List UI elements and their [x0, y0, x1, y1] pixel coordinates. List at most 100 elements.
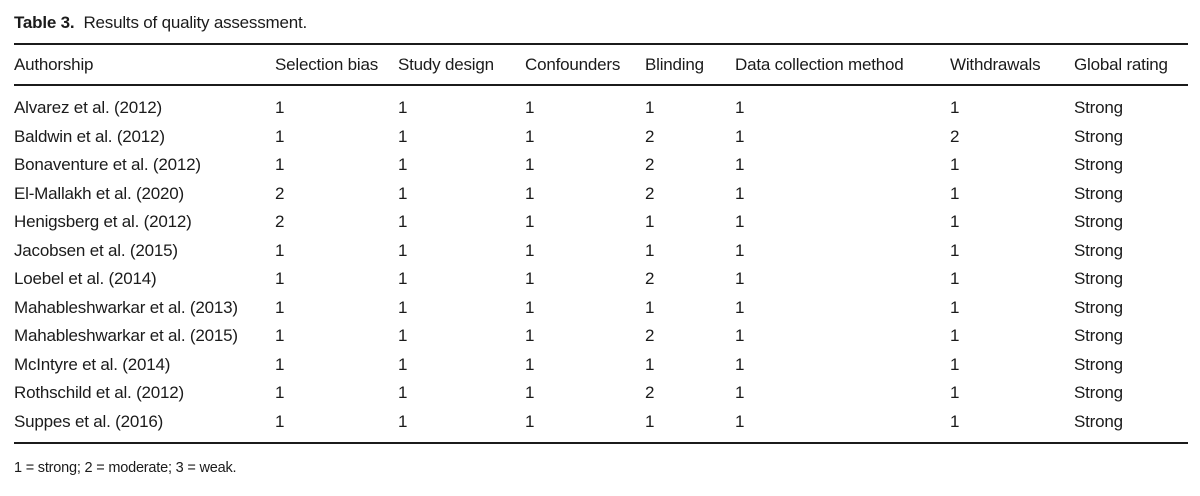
- column-header-authorship: Authorship: [14, 44, 275, 86]
- table-caption: Table 3. Results of quality assessment.: [14, 12, 1188, 43]
- authorship-cell: McIntyre et al. (2014): [14, 354, 171, 374]
- blinding-cell: 1: [645, 212, 655, 231]
- column-header-confounders: Confounders: [525, 44, 645, 86]
- table-row: Alvarez et al. (2012) 1 1 1 1 1 1 Strong: [14, 85, 1188, 123]
- selection-bias-cell: 2: [275, 183, 285, 203]
- data-collection-cell: 1: [735, 240, 745, 260]
- global-rating-cell: Strong: [1074, 126, 1123, 146]
- confounders-cell: 1: [525, 98, 535, 117]
- authorship-cell: Mahableshwarkar et al. (2015): [14, 326, 238, 345]
- authorship-cell: Henigsberg et al. (2012): [14, 212, 192, 231]
- confounders-cell: 1: [525, 240, 535, 260]
- table-caption-text: Results of quality assessment.: [83, 13, 308, 32]
- blinding-cell: 2: [645, 155, 655, 174]
- withdrawals-cell: 1: [950, 212, 960, 231]
- selection-bias-cell: 1: [275, 240, 285, 260]
- global-rating-cell: Strong: [1074, 240, 1123, 260]
- blinding-cell: 2: [645, 326, 655, 345]
- blinding-cell: 2: [645, 269, 655, 288]
- study-design-cell: 1: [398, 126, 408, 146]
- table-header: Authorship Selection bias Study design C…: [14, 44, 1188, 86]
- authorship-cell: Alvarez et al. (2012): [14, 98, 162, 117]
- confounders-cell: 1: [525, 212, 535, 231]
- blinding-cell: 1: [645, 240, 655, 260]
- table-caption-number: Table 3.: [14, 13, 75, 32]
- data-collection-cell: 1: [735, 269, 745, 288]
- blinding-cell: 2: [645, 183, 655, 203]
- study-design-cell: 1: [398, 240, 408, 260]
- authorship-cell: Bonaventure et al. (2012): [14, 155, 201, 174]
- withdrawals-cell: 1: [950, 383, 960, 402]
- confounders-cell: 1: [525, 383, 535, 402]
- data-collection-cell: 1: [735, 98, 745, 117]
- authorship-cell: El-Mallakh et al. (2020): [14, 183, 184, 203]
- confounders-cell: 1: [525, 354, 535, 374]
- withdrawals-cell: 1: [950, 240, 960, 260]
- table-row: Suppes et al. (2016) 1 1 1 1 1 1 Strong: [14, 408, 1188, 444]
- column-header-study-design: Study design: [398, 44, 525, 86]
- selection-bias-cell: 1: [275, 411, 285, 431]
- column-header-global-rating: Global rating: [1074, 44, 1188, 86]
- blinding-cell: 2: [645, 383, 655, 402]
- column-header-withdrawals: Withdrawals: [950, 44, 1074, 86]
- selection-bias-cell: 1: [275, 126, 285, 146]
- authorship-cell: Loebel et al. (2014): [14, 269, 157, 288]
- confounders-cell: 1: [525, 297, 535, 317]
- global-rating-cell: Strong: [1074, 269, 1123, 288]
- table-row: Bonaventure et al. (2012) 1 1 1 2 1 1 Strong: [14, 151, 1188, 180]
- withdrawals-cell: 1: [950, 411, 960, 431]
- authorship-cell: Baldwin et al. (2012): [14, 126, 165, 146]
- table-row: Mahableshwarkar et al. (2015) 1 1 1 2 1 1 Stron…: [14, 322, 1188, 351]
- withdrawals-cell: 2: [950, 126, 960, 146]
- study-design-cell: 1: [398, 212, 408, 231]
- table-row: Henigsberg et al. (2012) 2 1 1 1 1 1 Strong: [14, 208, 1188, 237]
- data-collection-cell: 1: [735, 183, 745, 203]
- quality-assessment-table: Authorship Selection bias Study design C…: [14, 43, 1188, 444]
- table-header-row: Authorship Selection bias Study design C…: [14, 44, 1188, 86]
- global-rating-cell: Strong: [1074, 155, 1123, 174]
- global-rating-cell: Strong: [1074, 326, 1123, 345]
- global-rating-cell: Strong: [1074, 212, 1123, 231]
- blinding-cell: 1: [645, 411, 655, 431]
- column-header-data-collection-method: Data collection method: [735, 44, 950, 86]
- global-rating-cell: Strong: [1074, 354, 1123, 374]
- table-row: Loebel et al. (2014) 1 1 1 2 1 1 Strong: [14, 265, 1188, 294]
- global-rating-cell: Strong: [1074, 98, 1123, 117]
- withdrawals-cell: 1: [950, 269, 960, 288]
- table-row: Jacobsen et al. (2015) 1 1 1 1 1 1 Strong: [14, 237, 1188, 266]
- data-collection-cell: 1: [735, 126, 745, 146]
- confounders-cell: 1: [525, 126, 535, 146]
- study-design-cell: 1: [398, 354, 408, 374]
- confounders-cell: 1: [525, 411, 535, 431]
- confounders-cell: 1: [525, 269, 535, 288]
- data-collection-cell: 1: [735, 326, 745, 345]
- withdrawals-cell: 1: [950, 98, 960, 117]
- authorship-cell: Rothschild et al. (2012): [14, 383, 185, 402]
- study-design-cell: 1: [398, 98, 408, 117]
- blinding-cell: 1: [645, 98, 655, 117]
- withdrawals-cell: 1: [950, 297, 960, 317]
- table-footnote: 1 = strong; 2 = moderate; 3 = weak.: [14, 460, 237, 476]
- study-design-cell: 1: [398, 383, 408, 402]
- study-design-cell: 1: [398, 297, 408, 317]
- selection-bias-cell: 1: [275, 354, 285, 374]
- withdrawals-cell: 1: [950, 326, 960, 345]
- authorship-cell: Suppes et al. (2016): [14, 411, 164, 431]
- study-design-cell: 1: [398, 155, 408, 174]
- data-collection-cell: 1: [735, 155, 745, 174]
- study-design-cell: 1: [398, 326, 408, 345]
- withdrawals-cell: 1: [950, 354, 960, 374]
- selection-bias-cell: 1: [275, 326, 285, 345]
- withdrawals-cell: 1: [950, 183, 960, 203]
- data-collection-cell: 1: [735, 383, 745, 402]
- study-design-cell: 1: [398, 183, 408, 203]
- data-collection-cell: 1: [735, 212, 745, 231]
- global-rating-cell: Strong: [1074, 383, 1123, 402]
- table-body: Alvarez et al. (2012) 1 1 1 1 1 1 Strong Baldwin…: [14, 85, 1188, 443]
- table-row: El-Mallakh et al. (2020) 2 1 1 2 1 1 Strong: [14, 180, 1188, 209]
- table-row: Rothschild et al. (2012) 1 1 1 2 1 1 Strong: [14, 379, 1188, 408]
- column-header-selection-bias: Selection bias: [275, 44, 398, 86]
- data-collection-cell: 1: [735, 354, 745, 374]
- selection-bias-cell: 1: [275, 269, 285, 288]
